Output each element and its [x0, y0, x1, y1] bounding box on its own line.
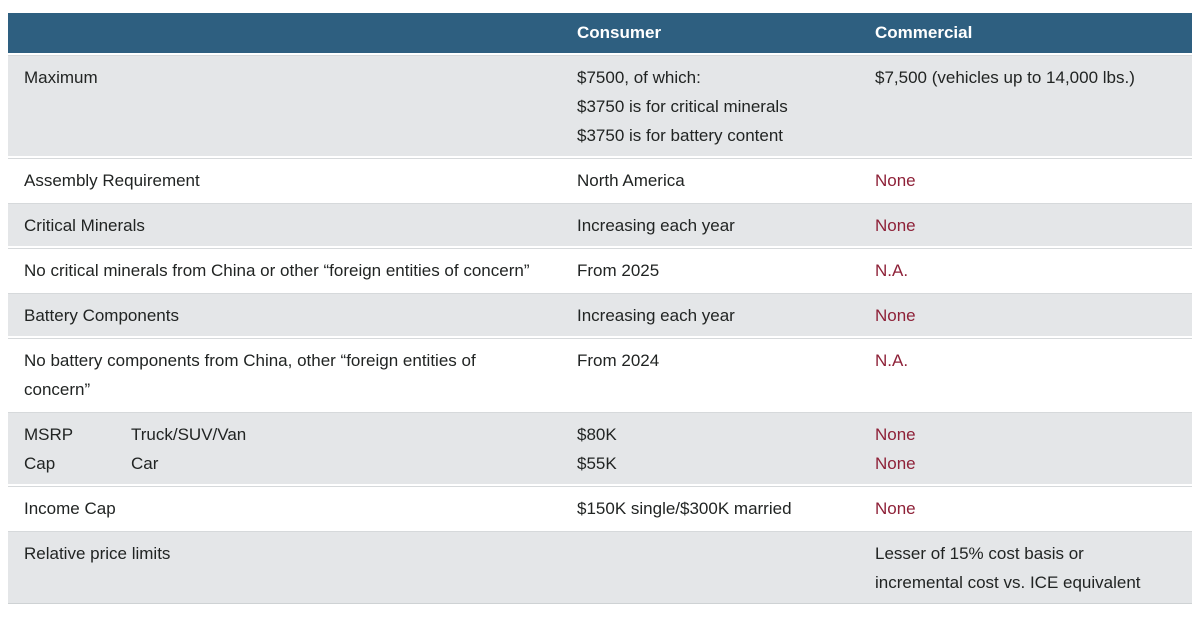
row-label: Relative price limits [24, 544, 171, 563]
consumer-value-cell: North America [561, 156, 859, 201]
row-label: Battery Components [24, 306, 179, 325]
row-label: No critical minerals from China or other… [24, 261, 530, 280]
commercial-value-cell: None [859, 484, 1192, 529]
row-label-group: MSRP Cap Truck/SUV/Van Car [24, 420, 545, 478]
row-label-cell: No critical minerals from China or other… [8, 246, 561, 291]
consumer-value: $3750 is for critical minerals [577, 97, 788, 116]
consumer-value-cell: Increasing each year [561, 201, 859, 246]
row-label-cell: Maximum [8, 53, 561, 156]
commercial-value-cell: None [859, 201, 1192, 246]
row-label-cell: Assembly Requirement [8, 156, 561, 201]
row-sublabel: Truck/SUV/Van [131, 425, 247, 444]
row-sublabel: Car [131, 454, 159, 473]
row-label-cell: No battery components from China, other … [8, 336, 561, 410]
consumer-value: $150K single/$300K married [577, 499, 792, 518]
table-row: Maximum $7500, of which: $3750 is for crit… [8, 53, 1192, 156]
consumer-value: $55K [577, 454, 617, 473]
commercial-value: Lesser of 15% cost basis or incremental … [875, 544, 1141, 592]
commercial-value-cell: Lesser of 15% cost basis or incremental … [859, 529, 1192, 604]
commercial-value-cell: None [859, 291, 1192, 336]
commercial-value: None [875, 171, 916, 190]
header-cell-commercial: Commercial [859, 13, 1192, 53]
row-label-cell: Critical Minerals [8, 201, 561, 246]
consumer-value-cell: $7500, of which: $3750 is for critical mi… [561, 53, 859, 156]
consumer-value-cell: $150K single/$300K married [561, 484, 859, 529]
table-row: Income Cap $150K single/$300K married None [8, 484, 1192, 529]
table-row: Critical Minerals Increasing each year Non… [8, 201, 1192, 246]
consumer-value: $80K [577, 425, 617, 444]
commercial-value-cell: N.A. [859, 336, 1192, 410]
consumer-value-cell: Increasing each year [561, 291, 859, 336]
commercial-value: None [875, 454, 916, 473]
commercial-value: None [875, 499, 916, 518]
consumer-value-cell [561, 529, 859, 604]
consumer-value: Increasing each year [577, 306, 735, 325]
row-sublabels: Truck/SUV/Van Car [131, 420, 246, 478]
row-label: Assembly Requirement [24, 171, 200, 190]
table-row: No battery components from China, other … [8, 336, 1192, 410]
row-label: Maximum [24, 68, 98, 87]
consumer-value-cell: $80K $55K [561, 410, 859, 484]
commercial-value: None [875, 216, 916, 235]
commercial-value: N.A. [875, 351, 909, 370]
row-label: Income Cap [24, 499, 116, 518]
commercial-value-cell: None None [859, 410, 1192, 484]
row-label-cell: MSRP Cap Truck/SUV/Van Car [8, 410, 561, 484]
row-label: MSRP Cap [24, 425, 73, 473]
commercial-value: None [875, 425, 916, 444]
table-row: Relative price limits Lesser of 15% cost … [8, 529, 1192, 604]
comparison-table: Consumer Commercial Maximum $7500, of whi… [8, 13, 1192, 604]
consumer-value: From 2024 [577, 351, 660, 370]
consumer-value: From 2025 [577, 261, 660, 280]
header-row: Consumer Commercial [8, 13, 1192, 53]
commercial-value-cell: $7,500 (vehicles up to 14,000 lbs.) [859, 53, 1192, 156]
table-body: Maximum $7500, of which: $3750 is for crit… [8, 53, 1192, 604]
consumer-value: Increasing each year [577, 216, 735, 235]
commercial-value: N.A. [875, 261, 909, 280]
table-row: Battery Components Increasing each year No… [8, 291, 1192, 336]
commercial-value-cell: None [859, 156, 1192, 201]
row-label: No battery components from China, other … [24, 351, 476, 399]
consumer-value-cell: From 2024 [561, 336, 859, 410]
commercial-value-cell: N.A. [859, 246, 1192, 291]
consumer-value: $3750 is for battery content [577, 126, 784, 145]
commercial-value: None [875, 306, 916, 325]
consumer-value-cell: From 2025 [561, 246, 859, 291]
row-label-cell: Relative price limits [8, 529, 561, 604]
table-row: MSRP Cap Truck/SUV/Van Car $80K $55K None None [8, 410, 1192, 484]
consumer-value: North America [577, 171, 685, 190]
row-label-cell: Income Cap [8, 484, 561, 529]
header-cell-consumer: Consumer [561, 13, 859, 53]
row-label: Critical Minerals [24, 216, 145, 235]
consumer-value: $7500, of which: [577, 68, 701, 87]
table-row: No critical minerals from China or other… [8, 246, 1192, 291]
row-label-cell: Battery Components [8, 291, 561, 336]
header-cell-empty [8, 13, 561, 53]
table-row: Assembly Requirement North America None [8, 156, 1192, 201]
commercial-value: $7,500 (vehicles up to 14,000 lbs.) [875, 68, 1135, 87]
